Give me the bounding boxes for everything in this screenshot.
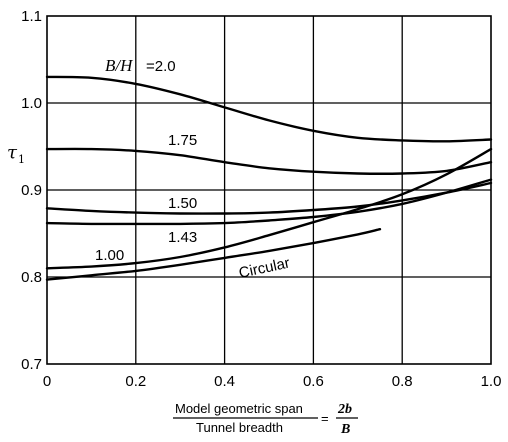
y-axis-label-subscript: 1 — [18, 153, 25, 166]
y-tick-label: 1.1 — [21, 8, 42, 25]
x-axis-label-bottom: Tunnel breadth — [196, 420, 283, 435]
x-axis-label-frac-bottom: B — [340, 422, 350, 437]
x-axis-label-top: Model geometric span — [175, 401, 303, 416]
y-tick-label: 0.7 — [21, 356, 42, 373]
series-line-b-h-2-0 — [47, 77, 491, 141]
series-label-2-0-prefix: B/H — [105, 56, 134, 75]
y-tick-label: 0.9 — [21, 182, 42, 199]
y-tick-label: 0.8 — [21, 269, 42, 286]
x-tick-label: 0.6 — [303, 373, 324, 390]
y-tick-label: 1.0 — [21, 95, 42, 112]
x-tick-label: 0.4 — [214, 373, 235, 390]
series-label-circular: Circular — [237, 255, 291, 282]
series-line-1-75 — [47, 149, 491, 174]
tick-labels: 0 0.2 0.4 0.6 0.8 1.0 0.7 0.8 0.9 1.0 1.1 — [21, 8, 501, 390]
series-label-1-75: 1.75 — [168, 132, 197, 149]
series-label-1-50: 1.50 — [168, 195, 197, 212]
series-label-1-00: 1.00 — [95, 247, 124, 264]
series-label-1-43: 1.43 — [168, 229, 197, 246]
x-axis-label-equals: = — [321, 411, 329, 426]
x-tick-label: 0 — [43, 373, 51, 390]
x-axis-label-frac-top: 2b — [337, 402, 352, 417]
x-tick-label: 0.2 — [125, 373, 146, 390]
x-tick-label: 0.8 — [392, 373, 413, 390]
series-label-2-0-value: =2.0 — [146, 58, 176, 75]
y-axis-label: τ — [7, 142, 18, 163]
x-tick-label: 1.0 — [481, 373, 502, 390]
